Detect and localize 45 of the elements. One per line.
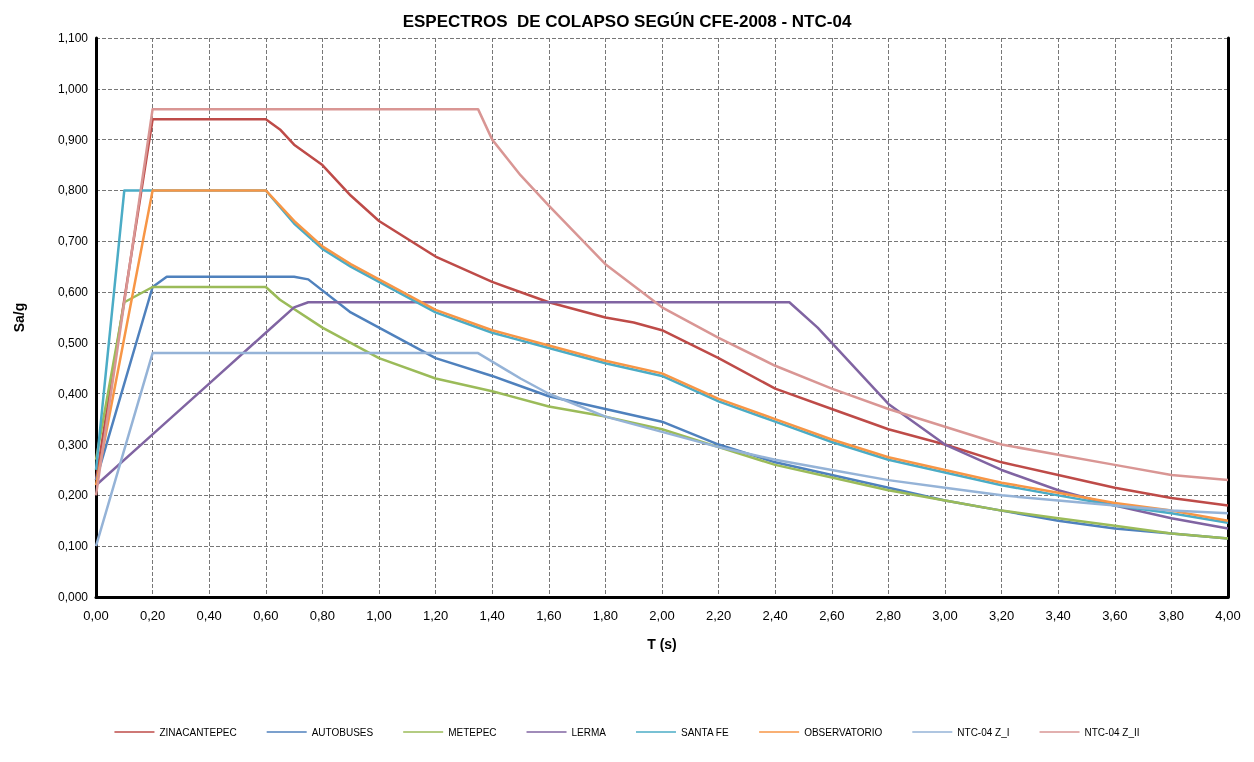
y-tick-label: 0,000 [57,590,89,604]
x-tick-label: 1,80 [592,608,619,623]
chart-title: ESPECTROS DE COLAPSO SEGÚN CFE-2008 - NTC-04 [402,12,852,31]
x-tick-label: 0,80 [309,608,336,623]
x-tick-label: 3,20 [988,608,1015,623]
x-tick-label: 1,40 [479,608,505,623]
x-tick-label: 1,20 [422,608,449,623]
y-tick-label: 1,000 [57,81,89,96]
x-tick-label: 0,40 [196,608,222,623]
y-tick-label: 0,700 [57,234,89,249]
legend-label: ZINACANTEPEC [159,726,237,738]
y-axis-title: Sa/g [11,302,27,333]
x-tick-label: 2,20 [705,608,732,623]
y-tick-label: 0,600 [57,285,89,300]
x-tick-label: 0,60 [253,608,279,623]
y-tick-label: 0,300 [57,437,89,452]
x-tick-label: 2,60 [819,608,845,623]
x-tick-label: 0,00 [83,608,109,623]
x-tick-label: 2,80 [875,608,902,623]
y-tick-label: 0,800 [57,183,89,198]
x-tick-label: 2,00 [649,608,675,623]
x-tick-label: 1,60 [536,608,562,623]
x-tick-label: 1,00 [366,608,392,623]
y-tick-label: 0,500 [57,335,89,350]
legend-label: OBSERVATORIO [804,726,883,738]
legend-label: LERMA [571,726,607,738]
x-tick-label: 0,20 [139,608,166,623]
legend-label: SANTA FE [680,726,729,738]
legend-label: AUTOBUSES [311,726,374,738]
x-axis-title: T (s) [647,636,677,652]
y-tick-label: 0,400 [57,386,89,401]
legend-label: NTC-04 Z_II [1084,726,1140,738]
x-tick-label: 3,40 [1045,608,1071,623]
x-tick-label: 3,00 [932,608,958,623]
y-tick-label: 0,100 [57,539,89,554]
x-tick-label: 3,60 [1102,608,1128,623]
x-tick-label: 4,00 [1215,608,1241,623]
x-tick-label: 2,40 [762,608,788,623]
line-series [94,351,1230,548]
y-tick-label: 0,900 [57,132,89,147]
legend-label: NTC-04 Z_I [957,726,1010,738]
legend-label: METEPEC [448,726,497,738]
y-tick-label: 0,200 [57,488,89,503]
y-tick-label: 1,100 [57,31,89,45]
x-tick-label: 3,80 [1158,608,1185,623]
